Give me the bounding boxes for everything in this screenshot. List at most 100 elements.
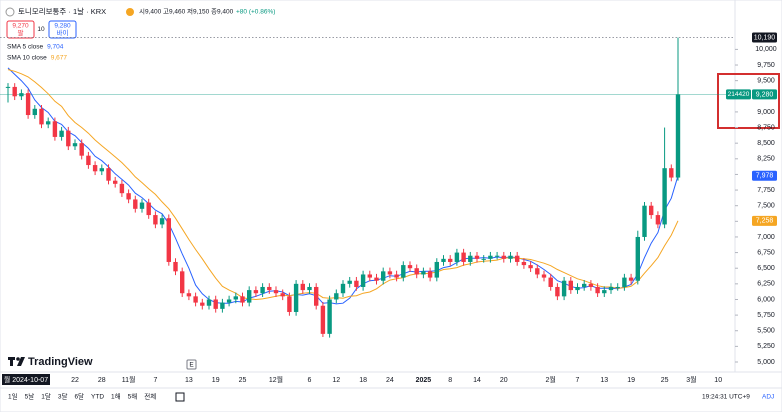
x-tick-label: 8 bbox=[448, 377, 452, 384]
candle-body bbox=[521, 261, 527, 266]
highlight-box bbox=[717, 73, 780, 129]
candle-body bbox=[575, 286, 580, 291]
d-icon bbox=[126, 8, 134, 16]
spread: 10 bbox=[37, 26, 45, 33]
ohlc-change: +80 (+0.86%) bbox=[236, 9, 275, 16]
legend-name: SMA 10 close bbox=[7, 55, 47, 62]
candle-body bbox=[180, 271, 185, 294]
candle-body bbox=[59, 130, 64, 137]
sma-price-badge bbox=[752, 170, 777, 181]
candle-body bbox=[300, 283, 305, 291]
candle-body bbox=[220, 302, 225, 309]
range-button[interactable]: 전체 bbox=[144, 392, 156, 401]
x-tick-label: 18 bbox=[359, 377, 367, 384]
candle-body bbox=[494, 255, 500, 257]
x-tick-label: 11월 bbox=[122, 375, 136, 384]
candle-body bbox=[133, 199, 138, 209]
last-price-label: 9,280 bbox=[756, 91, 774, 98]
candle-body bbox=[139, 202, 145, 209]
y-tick-label: 8,250 bbox=[757, 156, 775, 163]
candle-body bbox=[92, 165, 98, 172]
candle-body bbox=[106, 168, 111, 181]
candle-body bbox=[548, 277, 553, 287]
range-button[interactable]: 3달 bbox=[58, 393, 68, 401]
sell-button[interactable] bbox=[6, 20, 35, 39]
ohlc-close: 종9,400 bbox=[211, 8, 234, 16]
candle-body bbox=[253, 290, 259, 294]
range-button[interactable]: 1일 bbox=[8, 392, 18, 401]
y-tick-label: 7,000 bbox=[757, 234, 775, 241]
candle-body bbox=[588, 283, 594, 287]
candle-body bbox=[320, 305, 326, 334]
high-badge-label: 10,190 bbox=[754, 34, 776, 41]
candle-body bbox=[46, 121, 51, 125]
candle-body bbox=[233, 296, 238, 300]
candle-body bbox=[240, 296, 245, 303]
adj-button[interactable]: ADJ bbox=[762, 394, 774, 401]
buy-button[interactable] bbox=[48, 20, 77, 39]
x-tick-label: 7 bbox=[153, 377, 157, 384]
candle-body bbox=[649, 205, 654, 216]
candle-body bbox=[448, 258, 453, 262]
range-button[interactable]: YTD bbox=[91, 394, 104, 401]
countdown-label: 214420 bbox=[728, 91, 750, 98]
ohlc-high: 고9,460 bbox=[163, 8, 186, 16]
candle-body bbox=[206, 299, 212, 306]
candle-body bbox=[79, 143, 84, 156]
candle-body bbox=[662, 168, 667, 225]
candle-body bbox=[367, 274, 372, 278]
candle-body bbox=[119, 183, 125, 194]
candle-body bbox=[608, 286, 614, 291]
range-button[interactable]: 5해 bbox=[128, 392, 138, 401]
candle-body bbox=[401, 265, 406, 278]
candle-body bbox=[340, 283, 346, 294]
range-button[interactable]: 6달 bbox=[74, 393, 84, 401]
candle-body bbox=[66, 130, 71, 147]
range-button[interactable]: 1해 bbox=[111, 392, 121, 401]
candle-body bbox=[213, 299, 218, 309]
x-tick-label: 24 bbox=[386, 377, 394, 384]
y-tick-label: 8,500 bbox=[757, 140, 775, 147]
candle-body bbox=[226, 299, 232, 303]
candle-body bbox=[273, 290, 279, 294]
candle-body bbox=[655, 215, 661, 225]
range-button[interactable]: 5날 bbox=[25, 392, 35, 401]
clock: 19:24:31 UTC+9 bbox=[702, 394, 750, 401]
x-tick-label: 13 bbox=[600, 377, 608, 384]
flag-icon bbox=[5, 7, 15, 17]
candle-body bbox=[12, 86, 17, 97]
candle-body bbox=[427, 271, 433, 278]
candle-body bbox=[669, 168, 674, 178]
candle-body bbox=[5, 86, 11, 88]
earnings-marker[interactable] bbox=[186, 359, 197, 370]
y-tick-label: 7,500 bbox=[757, 203, 775, 210]
x-tick-label: 19 bbox=[627, 377, 635, 384]
sell-price: 9,270 bbox=[12, 23, 29, 30]
candle-body bbox=[441, 258, 446, 262]
y-tick-label: 5,250 bbox=[757, 343, 775, 350]
legend-name: SMA 5 close bbox=[7, 44, 44, 51]
candle-body bbox=[32, 108, 37, 116]
candle-body bbox=[307, 286, 312, 291]
y-tick-label: 6,250 bbox=[757, 281, 775, 288]
x-tick-label: 월 2024-10-07 bbox=[4, 375, 48, 384]
candle-body bbox=[434, 261, 439, 278]
candle-body bbox=[52, 121, 58, 137]
ohlc-low: 저9,150 bbox=[187, 7, 210, 16]
candle-body bbox=[602, 290, 607, 294]
last-price-badge bbox=[752, 89, 777, 100]
candle-body bbox=[347, 280, 352, 284]
candle-body bbox=[628, 277, 634, 281]
candle-body bbox=[247, 290, 252, 303]
y-tick-label: 6,000 bbox=[757, 296, 775, 303]
x-tick-label: 22 bbox=[71, 377, 79, 384]
candle-body bbox=[72, 143, 78, 147]
candle-body bbox=[595, 286, 600, 294]
date-range-icon[interactable] bbox=[175, 392, 185, 402]
range-button[interactable]: 1달 bbox=[41, 393, 51, 401]
watermark-logo bbox=[8, 357, 25, 366]
x-tick-label: 12 bbox=[332, 377, 340, 384]
candle-body bbox=[414, 268, 419, 275]
x-tick-label: 19 bbox=[212, 377, 220, 384]
